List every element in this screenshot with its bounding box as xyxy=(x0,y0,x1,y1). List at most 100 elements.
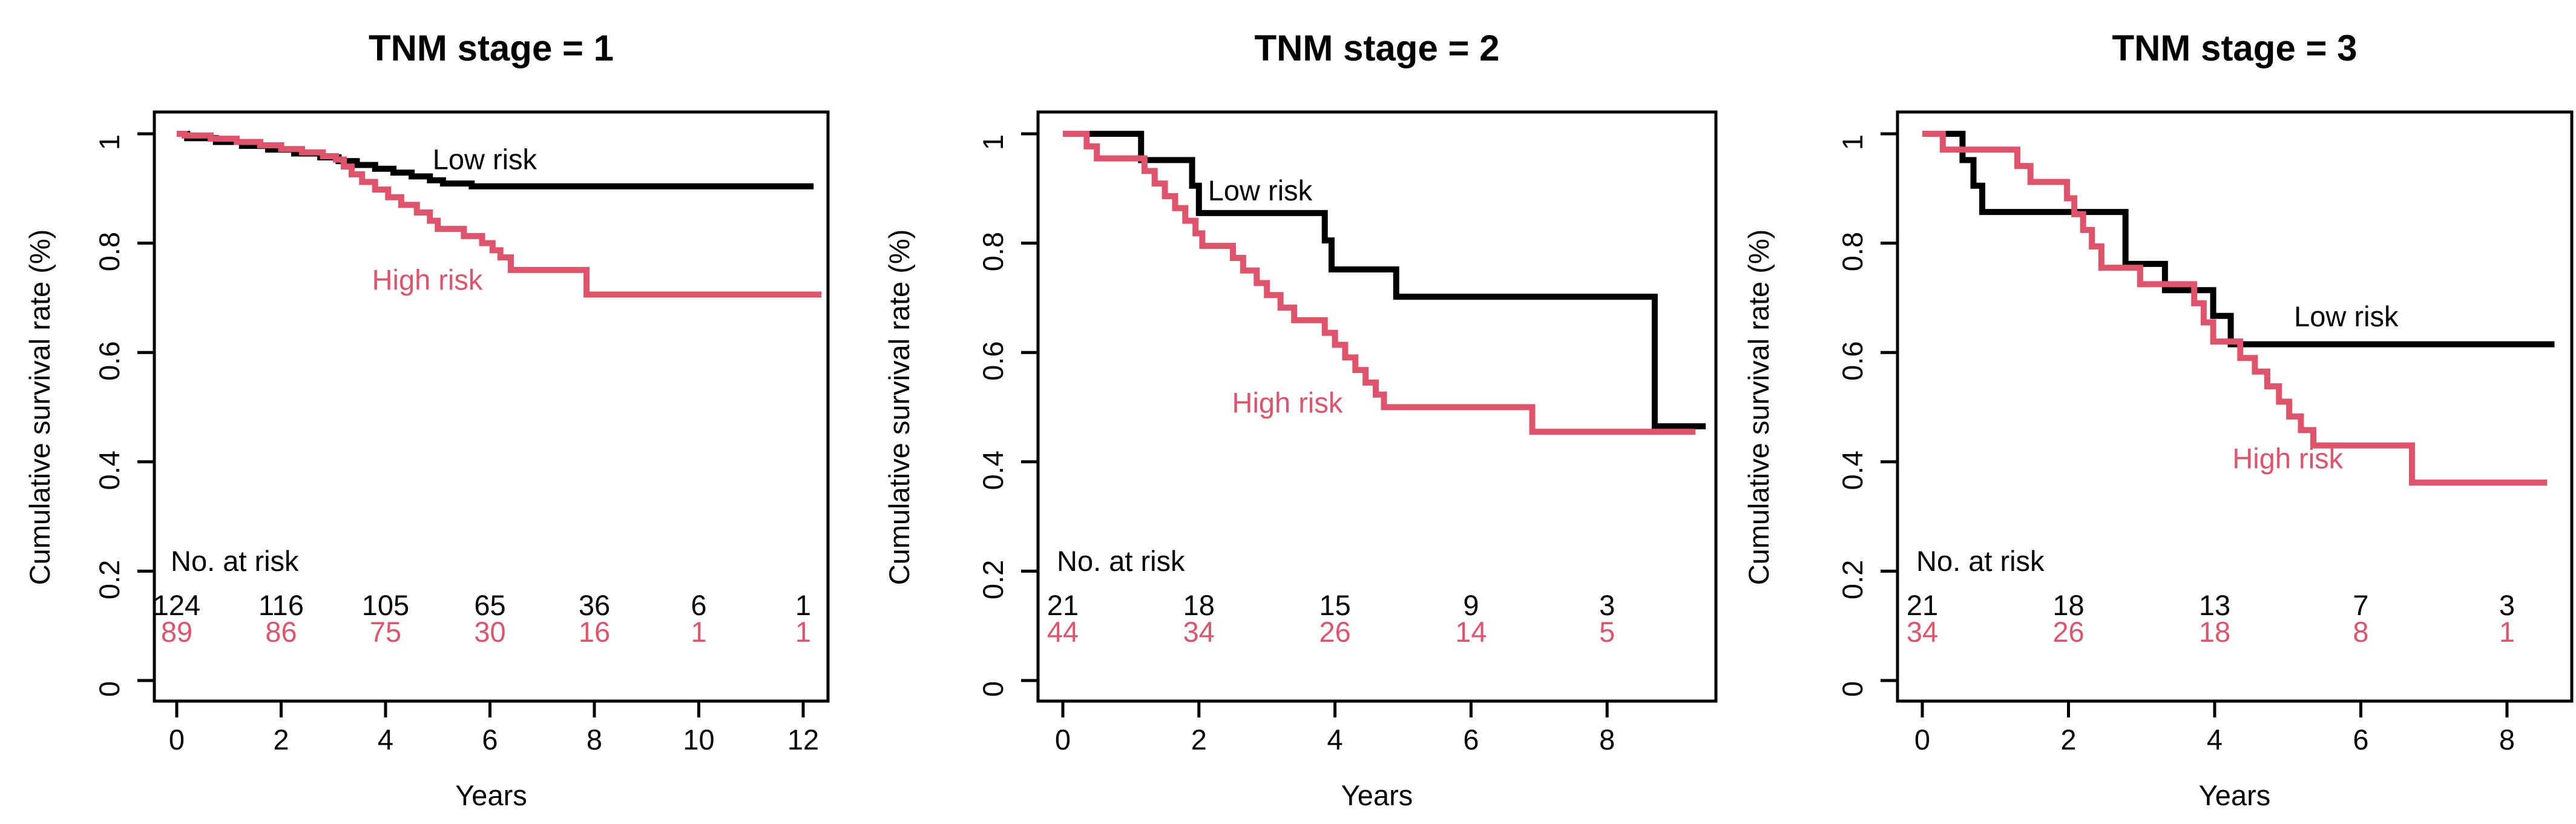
risk-count-low: 7 xyxy=(2353,589,2368,621)
low-risk-curve xyxy=(1922,131,2555,348)
y-axis-tick-label: 1 xyxy=(93,134,125,150)
y-axis-tick-label: 0.4 xyxy=(1836,450,1868,490)
high-risk-curve xyxy=(1063,131,1696,435)
x-axis-tick-label: 10 xyxy=(683,723,714,756)
km-chart-panel-tnm-stage-3: TNM stage = 3 0 0.2 0.4 0.6 0.8 1 0 2 4 6 8 Years Cum… xyxy=(1719,0,2576,824)
y-axis-tick-label: 1 xyxy=(1836,134,1868,150)
curve-label-high-risk: High risk xyxy=(2232,443,2343,475)
x-axis-tick-label: 6 xyxy=(482,723,498,756)
risk-table-header: No. at risk xyxy=(1057,545,1185,577)
y-axis-tick-label: 0.6 xyxy=(977,341,1009,381)
risk-count-low: 3 xyxy=(2499,589,2515,621)
y-axis-tick-label: 1 xyxy=(977,134,1009,150)
risk-count-high: 14 xyxy=(1455,616,1487,648)
y-axis-tick-label: 0.2 xyxy=(93,560,125,599)
risk-count-high: 18 xyxy=(2199,616,2230,648)
y-axis-title: Cumulative survival rate (%) xyxy=(24,229,56,585)
risk-count-high: 89 xyxy=(161,616,192,648)
x-axis-title: Years xyxy=(455,779,527,811)
risk-count-high: 34 xyxy=(1907,616,1938,648)
x-axis-tick-label: 8 xyxy=(2499,723,2515,756)
km-chart-svg: TNM stage = 100.20.40.60.810 2 4 6 8 10 12Year… xyxy=(24,28,830,811)
x-axis-title: Years xyxy=(2199,779,2270,811)
risk-count-low: 105 xyxy=(362,589,409,621)
km-chart-panel-tnm-stage-2: TNM stage = 2 0 0.2 0.4 0.6 0.8 1 0 2 4 6 8 Years Cum… xyxy=(859,0,1719,824)
y-axis-tick-label: 0.8 xyxy=(1836,232,1868,271)
y-axis-title: Cumulative survival rate (%) xyxy=(1743,229,1775,585)
x-axis-tick-label: 2 xyxy=(1191,723,1207,756)
y-axis-tick-label: 0 xyxy=(977,681,1009,697)
x-axis-tick-label: 12 xyxy=(787,723,819,756)
x-axis-tick-label: 6 xyxy=(1463,723,1479,756)
risk-count-low: 3 xyxy=(1599,589,1615,621)
risk-count-high: 75 xyxy=(370,616,401,648)
risk-count-low: 116 xyxy=(258,589,304,621)
x-axis-tick-label: 0 xyxy=(1055,723,1071,756)
risk-count-low: 1 xyxy=(795,589,811,621)
risk-count-low: 13 xyxy=(2199,589,2230,621)
x-axis-tick-label: 6 xyxy=(2353,723,2368,756)
y-axis-tick-label: 0.4 xyxy=(977,450,1009,490)
risk-count-low: 18 xyxy=(2052,589,2084,621)
risk-count-low: 18 xyxy=(1183,589,1215,621)
x-axis-tick-label: 2 xyxy=(2060,723,2076,756)
risk-count-high: 26 xyxy=(2052,616,2084,648)
risk-count-low: 6 xyxy=(691,589,706,621)
risk-count-high: 1 xyxy=(795,616,811,648)
curve-label-low-risk: Low risk xyxy=(2294,300,2399,332)
y-axis-tick-label: 0 xyxy=(1836,681,1868,697)
risk-count-high: 1 xyxy=(2499,616,2515,648)
km-chart-svg: TNM stage = 2 0 0.2 0.4 0.6 0.8 1 0 2 4 6 8 Years Cum… xyxy=(883,28,1718,811)
x-axis-tick-label: 2 xyxy=(273,723,289,756)
km-chart-svg: TNM stage = 3 0 0.2 0.4 0.6 0.8 1 0 2 4 6 8 Years Cum… xyxy=(1743,28,2574,811)
x-axis-tick-label: 4 xyxy=(1327,723,1343,756)
risk-count-low: 36 xyxy=(579,589,610,621)
y-axis-tick-label: 0.6 xyxy=(93,341,125,381)
x-axis-tick-label: 8 xyxy=(586,723,602,756)
risk-count-high: 8 xyxy=(2353,616,2368,648)
risk-count-high: 44 xyxy=(1047,616,1079,648)
curve-label-low-risk: Low risk xyxy=(1208,174,1313,206)
curve-label-high-risk: High risk xyxy=(372,263,483,295)
low-risk-curve xyxy=(1063,131,1706,430)
risk-count-high: 16 xyxy=(579,616,610,648)
risk-table-header: No. at risk xyxy=(1916,545,2045,577)
y-axis-tick-label: 0.4 xyxy=(93,450,125,490)
risk-count-high: 30 xyxy=(474,616,505,648)
curve-label-low-risk: Low risk xyxy=(433,143,537,176)
risk-count-low: 65 xyxy=(474,589,505,621)
plot-frame xyxy=(1036,110,1718,703)
curve-label-high-risk: High risk xyxy=(1232,387,1343,419)
y-axis-tick-label: 0.6 xyxy=(1836,341,1868,381)
high-risk-curve xyxy=(1922,131,2548,486)
x-axis-tick-label: 0 xyxy=(1914,723,1930,756)
plot-frame xyxy=(1896,110,2574,703)
y-axis-title: Cumulative survival rate (%) xyxy=(883,229,915,585)
x-axis-tick-label: 0 xyxy=(169,723,185,756)
y-axis-tick-label: 0.2 xyxy=(1836,560,1868,599)
high-risk-curve xyxy=(177,131,822,298)
y-axis-tick-label: 0.8 xyxy=(977,232,1009,271)
risk-count-high: 34 xyxy=(1183,616,1215,648)
risk-count-low: 21 xyxy=(1907,589,1938,621)
x-axis-tick-label: 8 xyxy=(1599,723,1615,756)
risk-count-low: 9 xyxy=(1463,589,1479,621)
chart-title: TNM stage = 3 xyxy=(2112,28,2357,68)
chart-title: TNM stage = 1 xyxy=(369,28,614,68)
risk-count-low: 21 xyxy=(1047,589,1079,621)
risk-count-low: 15 xyxy=(1319,589,1350,621)
risk-count-high: 5 xyxy=(1599,616,1615,648)
y-axis-tick-label: 0.2 xyxy=(977,560,1009,599)
y-axis-tick-label: 0 xyxy=(93,681,125,697)
x-axis-title: Years xyxy=(1341,779,1413,811)
x-axis-tick-label: 4 xyxy=(2207,723,2223,756)
chart-title: TNM stage = 2 xyxy=(1254,28,1499,68)
risk-count-high: 86 xyxy=(265,616,297,648)
risk-count-low: 124 xyxy=(153,589,200,621)
x-axis-tick-label: 4 xyxy=(378,723,393,756)
risk-count-high: 1 xyxy=(691,616,706,648)
km-chart-panel-tnm-stage-1: TNM stage = 1 0 0.2 0.4 0.6 0.8 1 0 2 4 6 8 10 12 Year… xyxy=(0,0,859,824)
risk-table-header: No. at risk xyxy=(171,545,299,577)
risk-count-high: 26 xyxy=(1319,616,1350,648)
